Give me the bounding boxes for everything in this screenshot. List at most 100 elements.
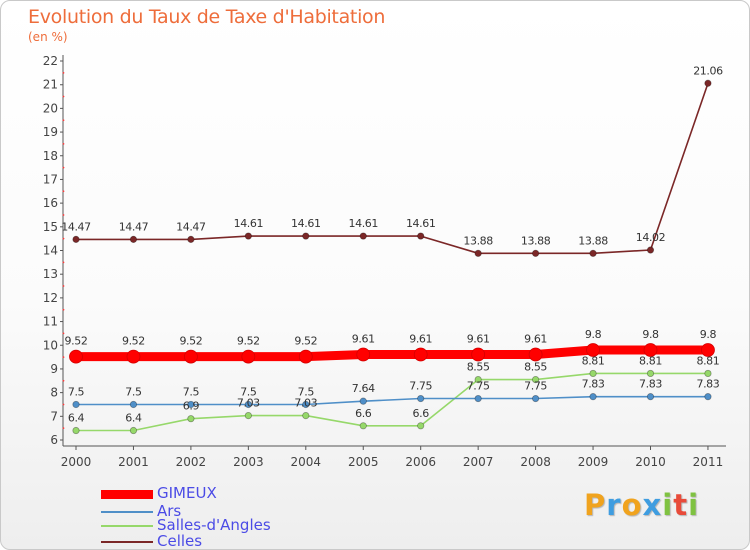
logo-letter: i [662, 488, 674, 522]
data-point-gimeux [356, 347, 371, 362]
legend-label-celles: Celles [157, 532, 203, 550]
data-point-salles-d-angles [704, 369, 712, 378]
chart-axes [60, 55, 726, 450]
data-label-gimeux: 9.61 [409, 332, 432, 345]
data-label-ars: 7.75 [524, 380, 547, 393]
y-minor-tick [62, 379, 65, 382]
proxiti-logo: Proxiti [584, 488, 699, 522]
data-label-ars: 7.83 [639, 378, 662, 391]
y-tick-label: 17 [43, 172, 58, 186]
legend-label-salles-d-angles: Salles-d'Angles [157, 516, 271, 534]
data-label-ars: 7.5 [68, 385, 85, 398]
y-minor-tick [62, 356, 65, 358]
data-point-celles [302, 232, 310, 240]
data-point-celles [589, 249, 597, 257]
legend-label-gimeux: GIMEUX [157, 484, 217, 502]
data-point-ars [646, 393, 655, 401]
y-minor-tick [62, 403, 65, 406]
chart-title: Evolution du Taux de Taxe d'Habitation [28, 6, 386, 28]
y-tick-label: 21 [43, 78, 58, 92]
data-point-gimeux [586, 343, 600, 357]
data-point-salles-d-angles [359, 422, 367, 430]
data-point-gimeux [471, 347, 486, 362]
data-point-gimeux [298, 349, 313, 364]
data-point-gimeux [183, 349, 198, 364]
data-point-salles-d-angles [474, 375, 482, 384]
data-point-salles-d-angles [531, 375, 540, 384]
x-axis-tick-labels: 2000 2001 2002 2003 2004 2005 2006 2007 2008 2009… [61, 455, 723, 469]
data-point-celles [244, 232, 252, 240]
data-point-ars [417, 394, 425, 403]
data-label-celles: 14.61 [406, 217, 436, 230]
logo-letter: x [642, 488, 663, 522]
data-point-ars [187, 400, 195, 409]
data-point-salles-d-angles [646, 369, 655, 378]
y-minor-tick [62, 427, 65, 430]
legend-label-ars: Ars [157, 502, 182, 520]
data-point-ars [359, 397, 367, 405]
x-tick-label: 2004 [291, 455, 322, 469]
data-label-salles-d-angles: 7.03 [237, 397, 260, 410]
data-label-celles: 13.88 [578, 234, 608, 247]
data-label-celles: 14.47 [176, 220, 206, 233]
series-lines [76, 83, 709, 432]
data-label-gimeux: 9.8 [585, 328, 602, 341]
data-point-salles-d-angles [589, 369, 597, 378]
logo-letter: i [688, 488, 700, 522]
data-point-ars [589, 393, 597, 401]
data-label-celles: 14.02 [636, 231, 666, 244]
data-label-salles-d-angles: 8.81 [639, 354, 662, 367]
y-minor-tick [62, 166, 65, 169]
y-minor-tick [62, 261, 65, 264]
data-label-salles-d-angles: 8.81 [582, 354, 605, 367]
data-label-ars: 7.5 [183, 385, 200, 398]
y-minor-tick [62, 214, 65, 216]
y-tick-label: 16 [43, 196, 58, 210]
series-line-ars [76, 395, 708, 406]
data-label-celles: 14.61 [234, 217, 264, 230]
data-point-salles-d-angles [129, 426, 138, 435]
data-label-ars: 7.75 [467, 380, 490, 393]
y-minor-tick [62, 119, 65, 122]
data-point-celles [187, 235, 195, 243]
data-label-celles: 14.61 [349, 217, 379, 230]
data-label-celles: 13.88 [521, 234, 551, 247]
data-point-ars [72, 400, 80, 409]
y-minor-tick [62, 71, 65, 74]
data-label-salles-d-angles: 6.9 [183, 400, 200, 413]
data-labels: 14.47 14.47 14.47 14.61 14.61 14.61 14.61 13.88… [61, 64, 723, 424]
series-line-gimeux [76, 345, 708, 362]
y-minor-tick [62, 143, 65, 145]
y-tick-label: 12 [43, 291, 58, 305]
data-label-gimeux: 9.52 [179, 335, 202, 348]
data-point-gimeux [643, 343, 658, 357]
y-tick-label: 10 [43, 338, 58, 352]
legend-swatch-celles [101, 541, 153, 543]
x-tick-label: 2009 [578, 455, 609, 469]
y-tick-label: 18 [43, 149, 58, 163]
data-label-salles-d-angles: 7.03 [294, 397, 317, 410]
data-label-gimeux: 9.52 [294, 335, 317, 348]
data-label-celles: 13.88 [463, 234, 493, 247]
data-point-celles [72, 235, 80, 243]
y-minor-tick [62, 237, 65, 240]
data-point-ars [244, 400, 252, 409]
y-tick-label: 6 [50, 433, 58, 447]
data-point-celles [646, 246, 655, 254]
data-point-gimeux [69, 349, 83, 364]
data-point-celles [417, 232, 425, 240]
data-label-celles: 14.61 [291, 217, 321, 230]
y-tick-label: 19 [43, 125, 58, 139]
legend-swatch-ars [101, 511, 153, 513]
data-point-salles-d-angles [244, 412, 252, 420]
y-tick-label: 15 [43, 220, 58, 234]
data-point-salles-d-angles [187, 415, 195, 423]
legend-swatch-gimeux [101, 490, 153, 499]
data-point-salles-d-angles [302, 412, 310, 420]
data-point-celles [359, 232, 367, 240]
data-label-gimeux: 9.8 [642, 328, 659, 341]
data-point-celles [531, 249, 540, 257]
data-label-celles: 14.47 [119, 220, 149, 233]
data-label-ars: 7.5 [240, 385, 257, 398]
data-label-ars: 7.5 [298, 385, 315, 398]
